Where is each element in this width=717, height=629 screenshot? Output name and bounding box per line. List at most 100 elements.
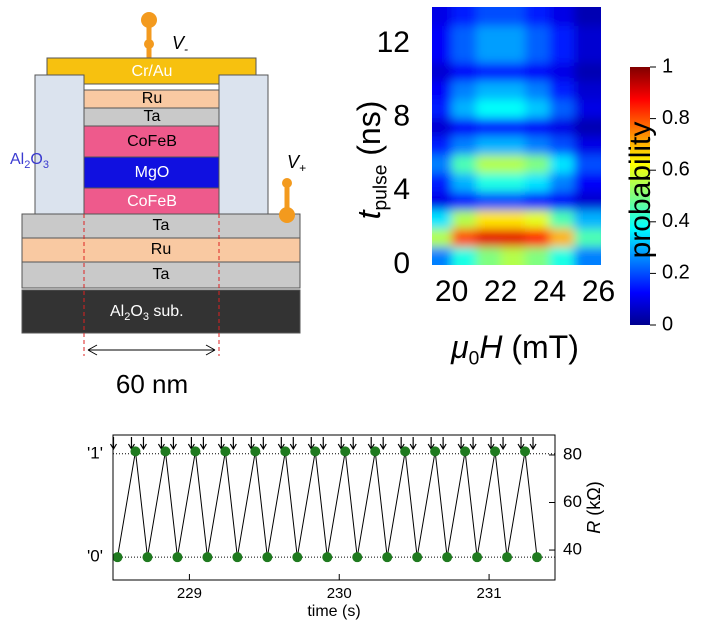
heatmap-cell	[550, 191, 575, 210]
heatmap-cell	[415, 136, 452, 155]
heatmap-cell	[525, 136, 550, 155]
heatmap-cell	[415, 62, 452, 81]
pulse-arrow	[350, 437, 356, 449]
label-part: H	[479, 329, 503, 365]
pulse-arrow	[380, 437, 386, 449]
pulse-arrow	[170, 437, 176, 449]
data-point	[532, 552, 542, 562]
data-point	[172, 552, 182, 562]
x-tick-label: 22	[484, 275, 517, 308]
colorbar-title: probability	[624, 122, 657, 259]
heatmap-cell	[452, 136, 477, 155]
heatmap-cells	[415, 0, 611, 278]
heatmap-cell	[476, 136, 501, 155]
data-point	[382, 552, 392, 562]
pulse-arrow	[440, 437, 446, 449]
data-point	[322, 552, 332, 562]
heatmap-cell	[550, 99, 575, 118]
colorbar-tick-label: 1	[662, 55, 673, 77]
heatmap-cell	[574, 81, 611, 100]
sub: 3	[43, 159, 49, 171]
heatmap-cell	[550, 247, 575, 278]
x-axis-title: time (s)	[307, 603, 360, 620]
heatmap-cell	[550, 154, 575, 173]
heatmap-cell	[476, 99, 501, 118]
layer-label: Ta	[153, 217, 170, 234]
heatmap-cell	[501, 228, 526, 247]
heatmap-cell	[574, 173, 611, 192]
heatmap-cell	[501, 154, 526, 173]
data-point	[490, 446, 500, 456]
data-point	[250, 446, 260, 456]
heatmap-cell	[476, 228, 501, 247]
data-point	[232, 552, 242, 562]
heatmap-cell	[574, 62, 611, 81]
layer-label: MgO	[135, 164, 170, 181]
heatmap-cell	[415, 210, 452, 229]
data-point	[472, 552, 482, 562]
data-point	[280, 446, 290, 456]
heatmap-cell	[550, 173, 575, 192]
data-point	[202, 552, 212, 562]
label-part: R	[584, 521, 604, 534]
heatmap-cell	[550, 81, 575, 100]
t: O	[30, 151, 42, 168]
y-tick-label: 40	[563, 540, 582, 559]
heatmap-cell	[550, 136, 575, 155]
pulse-arrow	[320, 437, 326, 449]
data-point	[340, 446, 350, 456]
electrode-pad	[279, 207, 295, 223]
heatmap-cell	[574, 210, 611, 229]
t: Al	[10, 151, 24, 168]
data-point	[370, 446, 380, 456]
heatmap-cell	[550, 62, 575, 81]
colorbar-tick-label: 0.2	[662, 262, 690, 284]
layer-label: Ru	[151, 241, 171, 258]
al2o3-left	[35, 75, 84, 215]
y-tick-label: 12	[377, 26, 410, 59]
heatmap-cell	[574, 228, 611, 247]
data-point	[142, 552, 152, 562]
data-point	[400, 446, 410, 456]
data-point	[130, 446, 140, 456]
heatmap-cell	[501, 118, 526, 137]
data-point	[112, 552, 122, 562]
heatmap-cell	[525, 62, 550, 81]
heatmap-cell	[525, 99, 550, 118]
y-axis-title: tpulse (ns)	[351, 101, 391, 220]
heatmap-cell	[550, 44, 575, 63]
heatmap-cell	[501, 0, 526, 26]
pulse-arrow	[500, 437, 506, 449]
data-point	[502, 552, 512, 562]
electrode-label: V+	[287, 152, 306, 175]
heatmap-cell	[452, 44, 477, 63]
heatmap-cell	[550, 210, 575, 229]
heatmap-cell	[525, 191, 550, 210]
heatmap-cell	[501, 81, 526, 100]
heatmap-cell	[476, 173, 501, 192]
y-tick-label: 8	[393, 99, 410, 132]
heatmap-cell	[415, 228, 452, 247]
heatmap-cell	[574, 191, 611, 210]
pulse-arrow	[530, 437, 536, 449]
heatmap-cell	[452, 191, 477, 210]
heatmap-cell	[501, 44, 526, 63]
pulse-arrow	[230, 437, 236, 449]
x-tick-label: 20	[435, 275, 468, 308]
heatmap-cell	[525, 247, 550, 278]
data-point	[310, 446, 320, 456]
y-axis-title: R (kΩ)	[584, 481, 604, 533]
pulse-arrow	[260, 437, 266, 449]
colorbar-tick-label: 0.4	[662, 210, 690, 232]
heatmap-cell	[476, 118, 501, 137]
heatmap-cell	[501, 191, 526, 210]
data-point	[460, 446, 470, 456]
level-label: '1'	[87, 443, 103, 462]
heatmap-cell	[501, 62, 526, 81]
electrode-label: V-	[172, 33, 188, 56]
heatmap-cell	[415, 118, 452, 137]
electrode-node	[144, 39, 154, 49]
heatmap-cell	[452, 173, 477, 192]
heatmap-cell	[476, 0, 501, 26]
heatmap-cell	[525, 228, 550, 247]
